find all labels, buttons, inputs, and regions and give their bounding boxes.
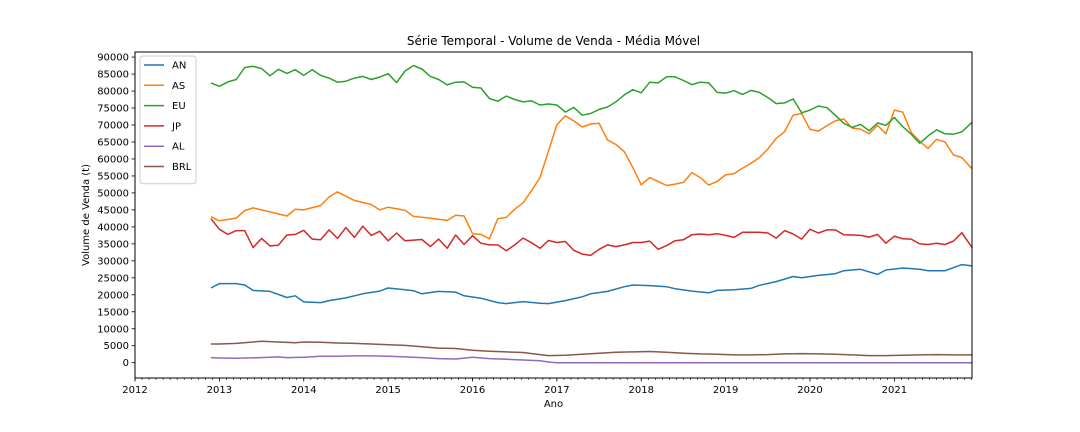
x-tick-label: 2021 (882, 385, 907, 396)
legend-label-eu: EU (172, 101, 186, 112)
y-tick-label: 15000 (97, 307, 129, 318)
legend-label-brl: BRL (172, 162, 192, 173)
legend-label-al: AL (172, 142, 185, 153)
series-line-al (210, 355, 972, 364)
series-line-brl (210, 340, 972, 357)
y-tick-label: 50000 (97, 188, 129, 199)
plot-frame (134, 51, 973, 379)
y-tick-label: 65000 (97, 137, 129, 148)
y-tick-label: 35000 (97, 239, 129, 250)
series-line-an (210, 263, 973, 305)
y-tick-label: 55000 (97, 171, 129, 182)
x-tick-label: 2014 (291, 385, 316, 396)
x-tick-label: 2015 (375, 385, 400, 396)
x-tick-label: 2020 (797, 385, 822, 396)
y-tick-label: 90000 (97, 53, 129, 64)
x-tick-label: 2017 (544, 385, 569, 396)
x-tick-label: 2019 (713, 385, 738, 396)
y-tick-label: 45000 (97, 205, 129, 216)
y-tick-label: 0 (123, 358, 129, 369)
y-tick-label: 40000 (97, 222, 129, 233)
x-tick-label: 2012 (122, 385, 147, 396)
y-tick-label: 75000 (97, 104, 129, 115)
x-tick-label: 2016 (460, 385, 485, 396)
y-tick-label: 25000 (97, 273, 129, 284)
y-tick-label: 10000 (97, 324, 129, 335)
y-axis: 0 5000 10000 15000 20000 25000 30000 35000 40000… (97, 53, 135, 369)
legend-label-an: AN (172, 61, 186, 72)
y-axis-label: Volume de Venda (t) (81, 164, 92, 266)
legend-box (139, 55, 197, 185)
y-tick-label: 70000 (97, 121, 129, 132)
y-tick-label: 20000 (97, 290, 129, 301)
y-tick-label: 60000 (97, 154, 129, 165)
legend-label-as: AS (172, 81, 185, 92)
y-tick-label: 85000 (97, 70, 129, 81)
series-lines (210, 64, 973, 364)
legend-label-jp: JP (171, 121, 181, 132)
series-line-jp (210, 218, 973, 257)
y-tick-label: 5000 (104, 341, 129, 352)
chart-title: Série Temporal - Volume de Venda - Média… (407, 34, 700, 48)
y-tick-label: 80000 (97, 87, 129, 98)
series-line-as (210, 109, 973, 240)
series-line-eu (210, 64, 973, 145)
x-tick-label: 2018 (629, 385, 654, 396)
y-tick-label: 30000 (97, 256, 129, 267)
x-axis-label: Ano (544, 399, 563, 410)
x-tick-label: 2013 (207, 385, 232, 396)
x-axis: 2012 2013 2014 2015 2016 2017 2018 2019 2020 2021 (122, 378, 973, 396)
legend: AN AS EU JP AL BRL (139, 55, 197, 185)
